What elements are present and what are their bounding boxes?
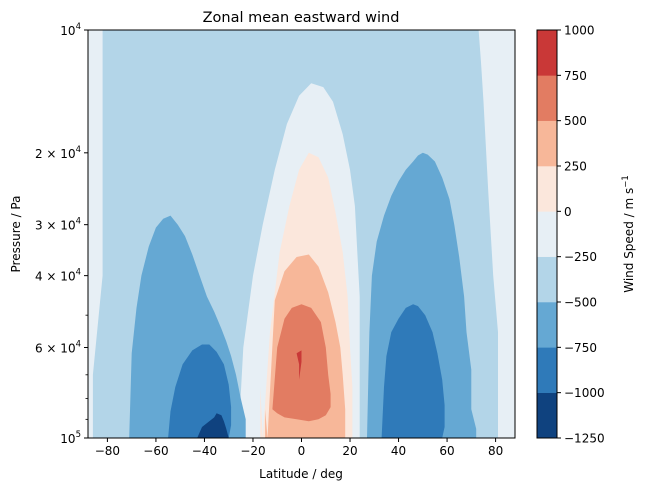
x-axis: −80 −60 −40 −20 0 20 40 60 80 (95, 438, 503, 458)
x-tick-label: 60 (439, 444, 454, 458)
y-axis-label: Pressure / Pa (9, 196, 23, 273)
contour-region-11 (197, 413, 229, 438)
contour-region-1 (478, 30, 515, 438)
x-tick-label: −20 (240, 444, 265, 458)
x-tick-label: 80 (488, 444, 503, 458)
y-tick-label: 4 × 104 (35, 268, 81, 284)
colorbar-segment (537, 120, 557, 167)
chart-title: Zonal mean eastward wind (203, 10, 400, 26)
colorbar-tick-label: −500 (564, 296, 597, 310)
contour-region-0 (88, 30, 103, 438)
contour-region-5 (272, 304, 331, 422)
colorbar-tick-label: 750 (564, 69, 587, 83)
x-tick-label: 0 (298, 444, 306, 458)
colorbar-tick-label: 500 (564, 114, 587, 128)
colorbar-frame (536, 29, 558, 439)
colorbar-segment (537, 392, 557, 439)
x-tick-label: −60 (143, 444, 168, 458)
contour-region-6 (296, 350, 302, 380)
y-tick-label: 2 × 104 (35, 145, 81, 161)
contour-region-9 (168, 344, 232, 438)
colorbar-segment (537, 166, 557, 212)
svg-text:Wind Speed / m s−1: Wind Speed / m s−1 (621, 175, 636, 293)
y-tick-label: 104 (60, 22, 81, 38)
colorbar-tick-label: 0 (564, 205, 572, 219)
contour-region-10 (381, 304, 445, 438)
y-axis: 104 2 × 104 3 × 104 4 × 104 6 × 104 105 (35, 22, 88, 446)
colorbar-tick-label: 1000 (564, 24, 595, 38)
y-tick-label: 6 × 104 (35, 339, 81, 355)
colorbar-tick-label: −250 (564, 250, 597, 264)
x-axis-label: Latitude / deg (259, 467, 343, 481)
x-tick-label: 40 (391, 444, 406, 458)
x-tick-label: −40 (192, 444, 217, 458)
colorbar-segment (537, 347, 557, 393)
colorbar-tick-label: −750 (564, 341, 597, 355)
colorbar: −1250 −1000 −750 −500 −250 0 250 500 750 1000 (536, 24, 605, 446)
plot-area (87, 29, 516, 439)
colorbar-segment (537, 302, 557, 348)
colorbar-tick-label: 250 (564, 160, 587, 174)
colorbar-tick-label: −1250 (564, 432, 605, 446)
colorbar-segment (537, 30, 557, 76)
colorbar-segment (537, 75, 557, 121)
colorbar-segment (537, 211, 557, 257)
colorbar-tick-label: −1000 (564, 386, 605, 400)
x-tick-label: 20 (342, 444, 357, 458)
x-tick-label: −80 (95, 444, 120, 458)
contour-fills (88, 30, 515, 438)
y-tick-label: 105 (60, 430, 81, 446)
y-tick-label: 3 × 104 (35, 217, 81, 233)
colorbar-segment (537, 256, 557, 303)
colorbar-label: Wind Speed / m s−1 (621, 175, 636, 293)
